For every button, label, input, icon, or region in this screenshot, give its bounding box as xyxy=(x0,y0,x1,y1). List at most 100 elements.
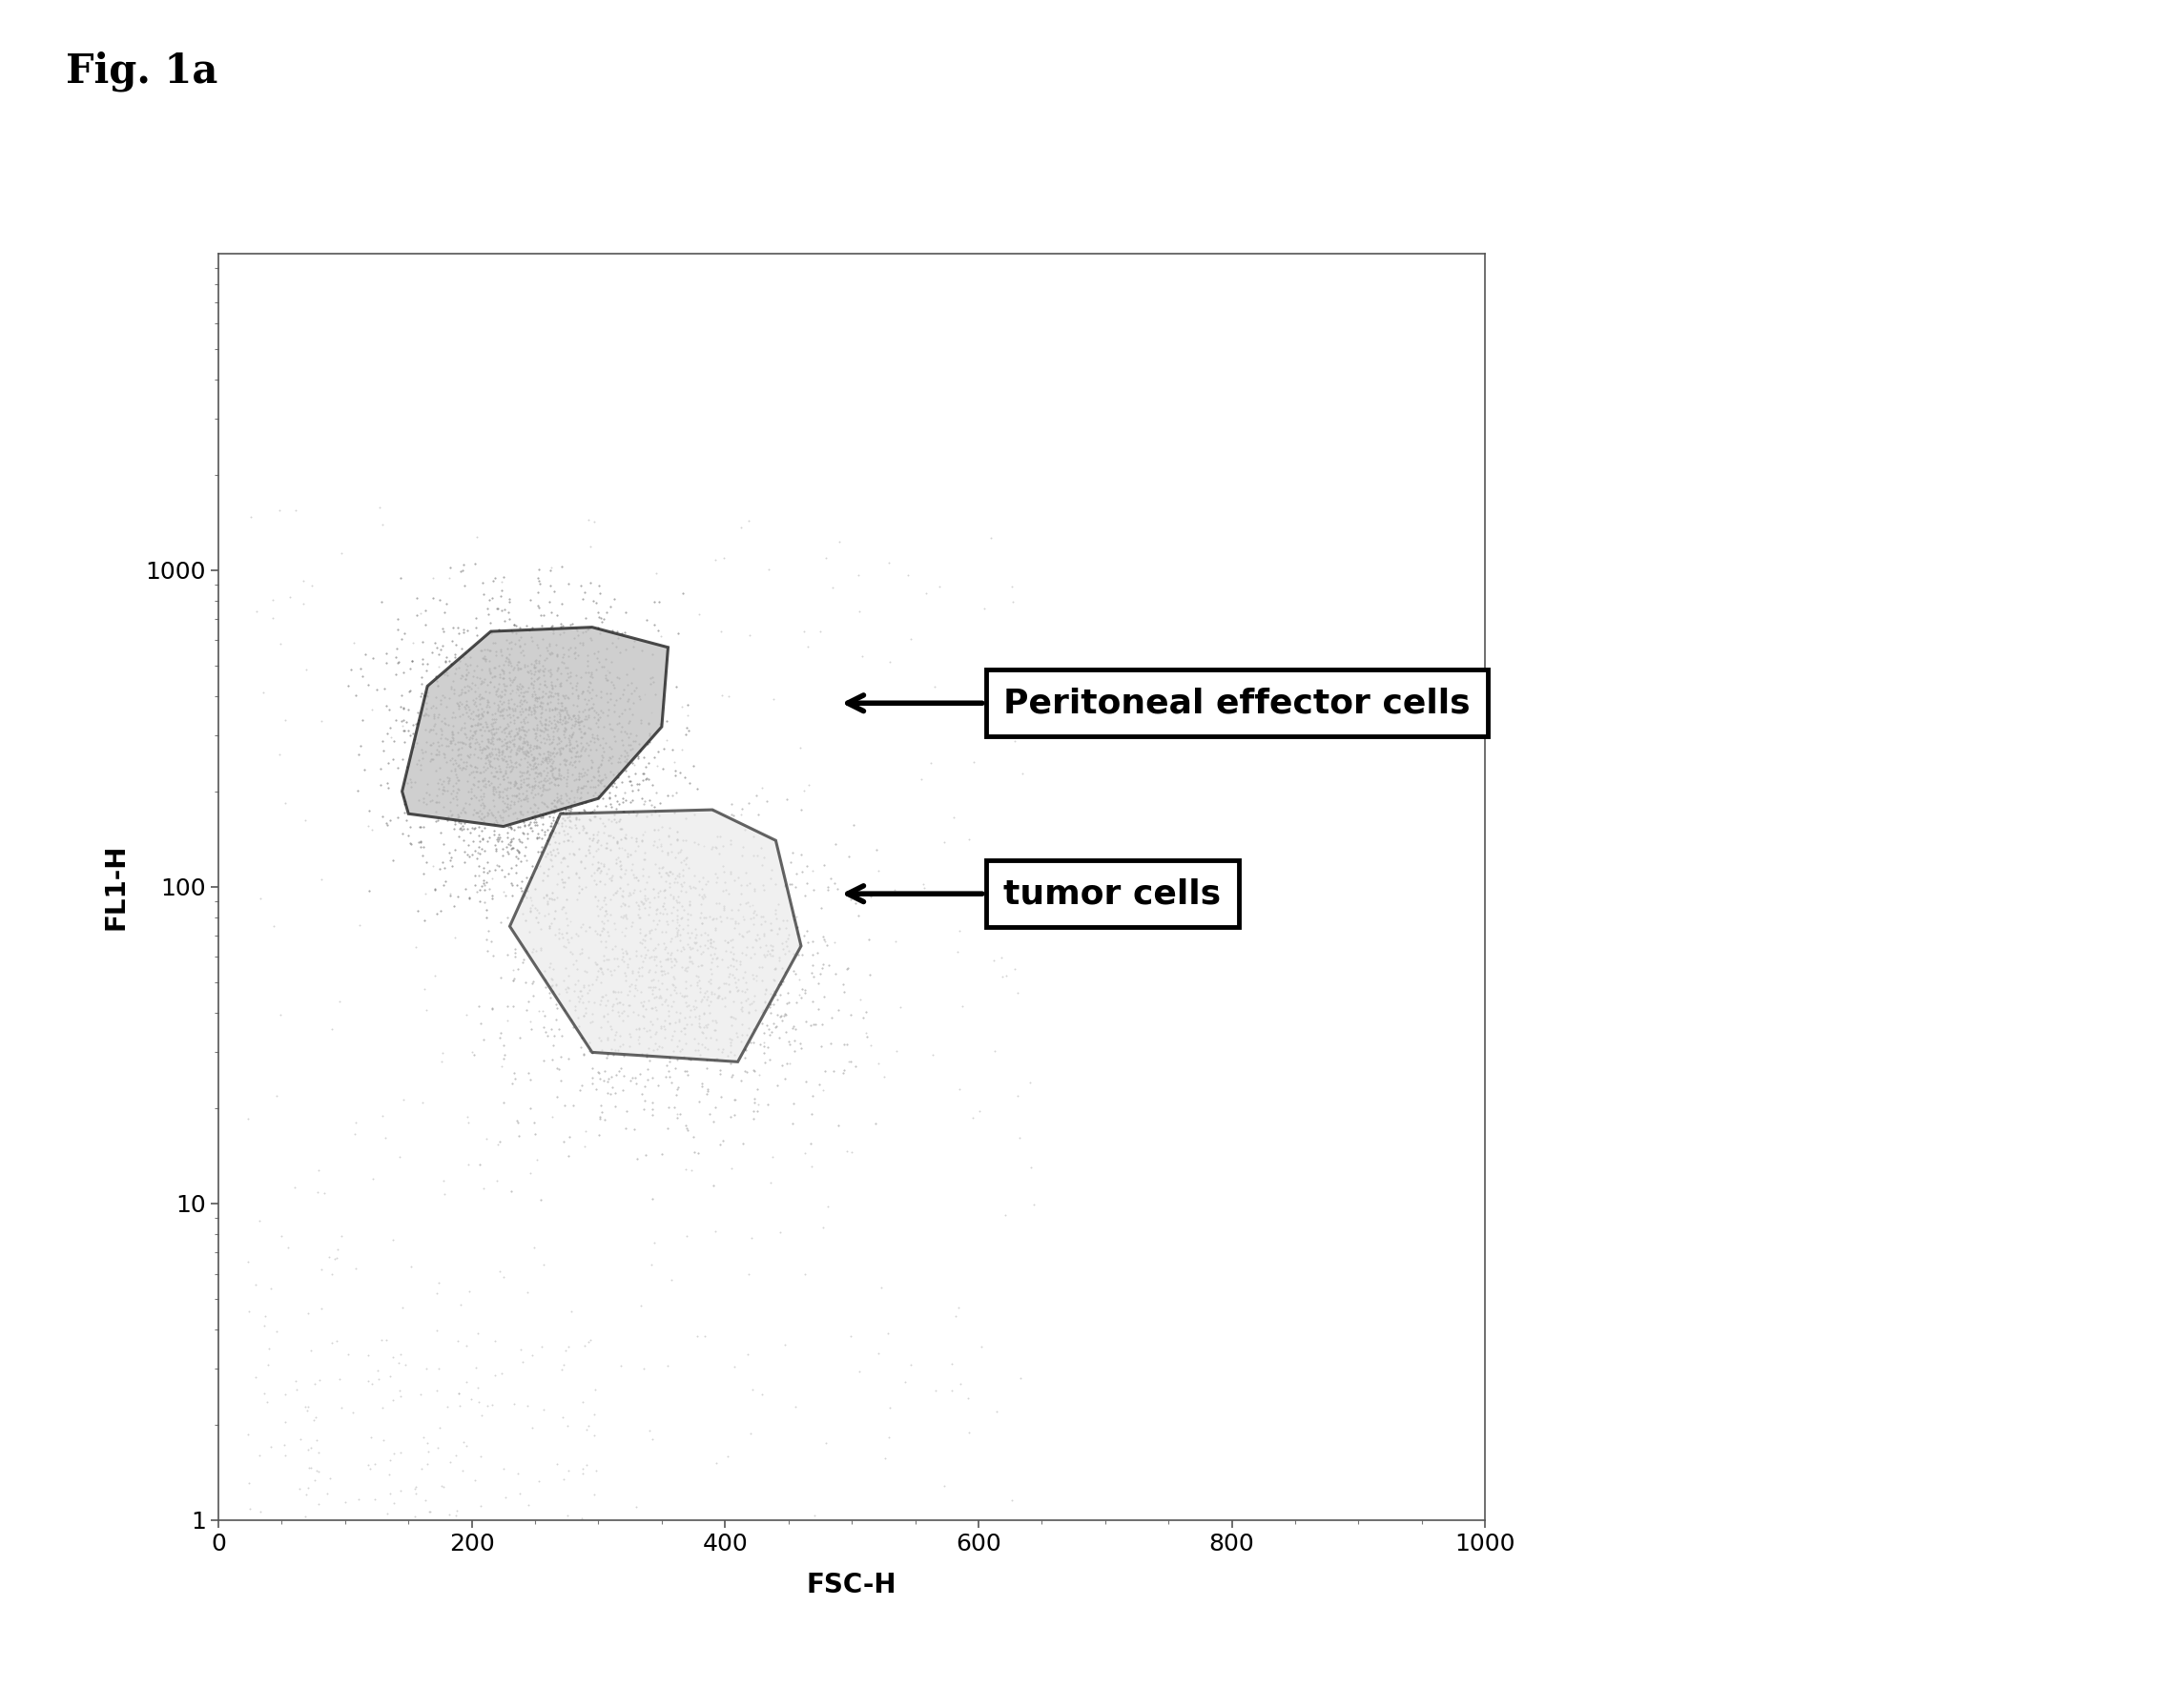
Point xyxy=(703,1056,738,1083)
Point xyxy=(500,838,535,865)
Point xyxy=(437,676,472,703)
Point xyxy=(714,1064,749,1091)
Point xyxy=(561,708,596,735)
Point xyxy=(539,809,574,836)
Point xyxy=(585,853,620,880)
Point xyxy=(450,691,485,718)
Point xyxy=(544,789,579,816)
Point xyxy=(633,917,668,944)
Point xyxy=(454,686,489,713)
Point xyxy=(474,664,509,691)
Point xyxy=(533,1015,568,1042)
Point xyxy=(520,731,555,758)
Point xyxy=(448,692,483,720)
Point xyxy=(590,1008,625,1035)
Point xyxy=(531,657,566,684)
Point xyxy=(764,954,799,981)
Point xyxy=(354,1370,389,1397)
Point xyxy=(474,865,509,892)
Point xyxy=(472,659,507,686)
Point xyxy=(561,834,596,861)
Point xyxy=(426,848,461,875)
Point xyxy=(480,784,515,811)
Point xyxy=(535,672,570,699)
Point xyxy=(491,630,526,657)
Point xyxy=(505,713,539,740)
Point xyxy=(476,725,511,752)
Point xyxy=(542,654,577,681)
Point xyxy=(424,718,459,745)
Point xyxy=(625,760,660,787)
Point xyxy=(688,1034,723,1061)
Point xyxy=(463,711,498,738)
Point xyxy=(437,679,472,706)
Point xyxy=(489,701,524,728)
Point xyxy=(435,758,470,785)
Point xyxy=(496,834,531,861)
Point xyxy=(795,1101,830,1128)
Point xyxy=(574,660,609,687)
Point xyxy=(474,721,509,748)
Point xyxy=(732,944,767,971)
Point xyxy=(563,681,598,708)
Point xyxy=(642,907,677,934)
Point xyxy=(402,812,437,839)
Point xyxy=(518,733,553,760)
Point xyxy=(692,1000,727,1027)
Point xyxy=(520,745,555,772)
Point xyxy=(461,682,496,709)
Point xyxy=(531,816,566,843)
Point xyxy=(509,937,544,964)
Point xyxy=(548,716,583,743)
Point xyxy=(548,694,583,721)
Point xyxy=(511,811,546,838)
Point xyxy=(664,1035,699,1062)
Point xyxy=(572,704,607,731)
Point xyxy=(633,720,668,747)
Point xyxy=(686,904,721,931)
Point xyxy=(531,698,566,725)
Point xyxy=(553,802,587,829)
Point xyxy=(400,584,435,611)
Point xyxy=(668,804,703,831)
Point xyxy=(708,985,743,1012)
Point xyxy=(574,851,609,878)
Point xyxy=(550,926,585,953)
Point xyxy=(539,995,574,1022)
Point xyxy=(515,804,550,831)
Point xyxy=(714,905,749,932)
Point xyxy=(459,701,494,728)
Point xyxy=(533,696,568,723)
Point xyxy=(542,757,577,784)
Point xyxy=(439,924,474,951)
Point xyxy=(585,743,620,770)
Point xyxy=(585,735,620,762)
Point xyxy=(533,730,568,757)
Point xyxy=(572,914,607,941)
Point xyxy=(570,642,605,669)
Point xyxy=(668,1223,703,1250)
Point xyxy=(546,704,581,731)
Point xyxy=(496,665,531,692)
Point xyxy=(638,942,673,969)
Point xyxy=(627,1355,662,1382)
Point xyxy=(710,904,745,931)
Point xyxy=(526,659,561,686)
Point xyxy=(673,944,708,971)
Point xyxy=(341,777,376,804)
Point xyxy=(299,1458,334,1485)
Point xyxy=(629,1042,664,1069)
Point xyxy=(408,880,443,907)
Point xyxy=(544,610,579,637)
Point xyxy=(509,819,544,846)
Point xyxy=(708,991,743,1018)
Point xyxy=(513,883,548,910)
Point xyxy=(605,834,640,861)
Point xyxy=(950,1385,985,1412)
Point xyxy=(467,774,502,801)
Point xyxy=(485,696,520,723)
Point xyxy=(607,797,642,824)
Point xyxy=(535,956,570,983)
Point xyxy=(485,655,520,682)
Point xyxy=(518,731,553,758)
